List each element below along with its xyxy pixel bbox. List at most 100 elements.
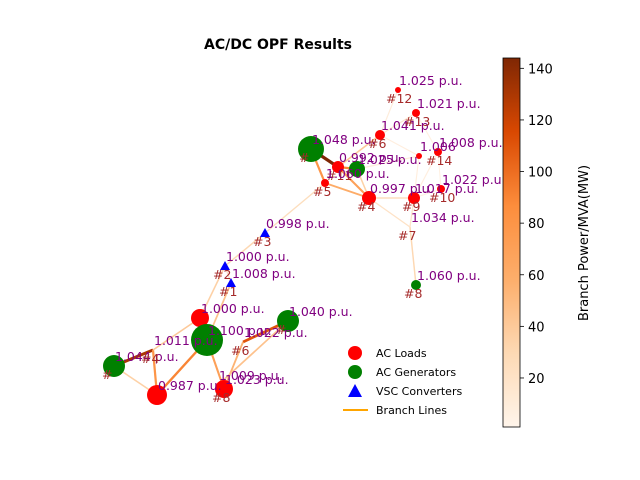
colorbar-tick-label-60: 60 xyxy=(528,269,545,284)
colorbar-tick-label-80: 80 xyxy=(528,217,545,232)
voltage-label-ac9: 1.017 p.u. xyxy=(415,181,479,196)
voltage-label-b1: 1.000 p.u. xyxy=(201,301,265,316)
bus-id-label-ac7: #7 xyxy=(398,228,416,243)
bus-id-label-ac4: #4 xyxy=(357,199,375,214)
voltage-label-b5: 1.044 p.u. xyxy=(115,349,179,364)
ac-load-node-ac4 xyxy=(362,191,376,205)
legend-ac-generators-label: AC Generators xyxy=(376,366,456,379)
bus-id-label-ac1: # xyxy=(299,150,309,165)
bus-id-label-dc1: #1 xyxy=(219,284,237,299)
voltage-label-dc1: 1.008 p.u. xyxy=(232,266,296,281)
ac-load-node-ac10 xyxy=(437,185,445,193)
bus-id-label-b8: #8 xyxy=(212,390,230,405)
branch-line-ac7-ac8 xyxy=(409,226,417,286)
voltage-label-ac10: 1.022 p.u. xyxy=(442,172,506,187)
branch-line-b3-b9 xyxy=(217,320,289,386)
ac-load-node-ac15 xyxy=(416,153,422,159)
ac-generator-node-ac8 xyxy=(411,280,421,290)
voltage-label-ac1: 1.048 p.u. xyxy=(312,132,376,147)
voltage-label-b6: 0.987 p.u. xyxy=(158,378,222,393)
bus-id-label-ac8: #8 xyxy=(404,286,422,301)
bus-id-label-ac10: #10 xyxy=(429,190,455,205)
bus-id-label-ac9: #9 xyxy=(402,199,420,214)
branch-line-ac9-ac14 xyxy=(413,151,439,199)
ac-load-node-ac12 xyxy=(395,87,401,93)
voltage-label-dc3: 0.998 p.u. xyxy=(266,216,330,231)
ac-load-node-b8 xyxy=(215,380,233,398)
ac-load-node-ac5 xyxy=(321,179,329,187)
colorbar-gradient xyxy=(502,57,521,428)
bus-id-label-ac5: #5 xyxy=(313,184,331,199)
bus-nodes xyxy=(103,87,445,405)
voltage-label-b7: 1.011 p.u. xyxy=(154,333,218,348)
voltage-label-ac14: 1.008 p.u. xyxy=(439,135,503,150)
bus-id-label-dc3: #3 xyxy=(253,234,271,249)
branch-line-ac2-ac15 xyxy=(356,155,420,170)
legend-ac-loads-marker xyxy=(348,346,362,360)
colorbar-tick-label-100: 100 xyxy=(528,166,553,181)
bus-id-label-b4: #6 xyxy=(231,343,249,358)
branch-line-ac5-ac4 xyxy=(324,182,370,199)
ac-load-node-ac14 xyxy=(434,148,442,156)
voltage-label-ac6: 1.041 p.u. xyxy=(381,118,445,133)
ac-generator-node-b3 xyxy=(277,310,299,332)
voltage-label-ac4: 0.997 p.u. xyxy=(370,181,434,196)
voltage-label-ac8: 1.060 p.u. xyxy=(417,268,481,283)
ac-load-node-ac3 xyxy=(332,161,344,173)
branch-line-ac6-ac12 xyxy=(379,89,399,136)
chart-title: AC/DC OPF Results xyxy=(204,37,352,53)
colorbar-tick-label-20: 20 xyxy=(528,372,545,387)
legend-vsc-converters-label: VSC Converters xyxy=(376,385,462,398)
branch-line-dc2-b1 xyxy=(199,265,226,319)
branch-line-ac3-ac4 xyxy=(337,166,370,199)
voltage-label-b4: 1.022 p.u. xyxy=(244,325,308,340)
ac-generator-node-ac2 xyxy=(349,161,365,177)
branch-line-ac15-ac9 xyxy=(413,155,420,199)
voltage-label-dc2: 1.000 p.u. xyxy=(226,249,290,264)
branch-line-ac10-ac14 xyxy=(437,151,442,190)
branch-line-ac5-dc3 xyxy=(264,182,326,234)
branch-line-b1-b7 xyxy=(152,317,201,351)
legend-ac-loads-label: AC Loads xyxy=(376,347,427,360)
voltage-label-ac15: 1.006 xyxy=(420,139,456,154)
voltage-label-ac12: 1.025 p.u. xyxy=(399,73,463,88)
ac-generator-node-ac1 xyxy=(298,136,324,162)
ac-load-node-ac6 xyxy=(375,130,385,140)
legend: AC Loads AC Generators VSC Converters Br… xyxy=(343,346,462,417)
colorbar-tick-label-40: 40 xyxy=(528,320,545,335)
voltage-label-ac7: 1.034 p.u. xyxy=(411,210,475,225)
colorbar-ticks: 20 40 60 80 100 120 140 xyxy=(520,62,553,387)
voltage-label-b9: 1.009 p.u. xyxy=(219,368,283,383)
ac-generator-node-b2 xyxy=(191,324,223,356)
bus-id-label-ac13: #13 xyxy=(404,114,430,129)
bus-id-label-b5: # xyxy=(102,367,112,382)
branch-line-ac3-ac6 xyxy=(337,134,381,168)
branch-line-dc3-dc2 xyxy=(224,232,266,267)
ac-load-node-ac13 xyxy=(412,109,420,117)
branch-line-ac6-ac15 xyxy=(379,134,420,157)
bus-labels: 1.048 p.u.# 1.025 p.u.0.992 p.u.#110.997 … xyxy=(102,73,506,405)
voltage-label-ac13: 1.021 p.u. xyxy=(417,96,481,111)
legend-vsc-converters-marker xyxy=(348,384,362,397)
vsc-converter-node-dc3 xyxy=(260,228,270,237)
bus-id-label-ac12: #12 xyxy=(386,91,412,106)
ac-load-node-ac9 xyxy=(408,192,420,204)
colorbar-label: Branch Power/MVA(MW) xyxy=(577,165,592,321)
voltage-label-ac2: 1.025 p.u. xyxy=(358,152,422,167)
voltage-label-b3: 1.040 p.u. xyxy=(289,304,353,319)
bus-id-label-ac14: #14 xyxy=(426,153,452,168)
colorbar: 20 40 60 80 100 120 140 Branch Power/MVA(MW) xyxy=(502,57,592,428)
voltage-label-b2: 1.100 p.u. xyxy=(208,323,272,338)
bus-id-label-b3: # xyxy=(276,322,286,337)
vsc-converter-node-dc1 xyxy=(226,278,236,287)
branch-line-ac13-ac14 xyxy=(415,112,439,153)
bus-id-label-dc2: #2 xyxy=(213,267,231,282)
ac-load-node-b6 xyxy=(147,385,167,405)
branch-line-ac4-ac7 xyxy=(368,197,411,228)
voltage-label-ac3: 0.992 p.u. xyxy=(339,150,403,165)
voltage-label-ac5: 1.060 p.u. xyxy=(326,166,390,181)
legend-branch-lines-label: Branch Lines xyxy=(376,404,447,417)
colorbar-tick-label-140: 140 xyxy=(528,62,553,77)
vsc-converter-node-dc2 xyxy=(220,261,230,270)
